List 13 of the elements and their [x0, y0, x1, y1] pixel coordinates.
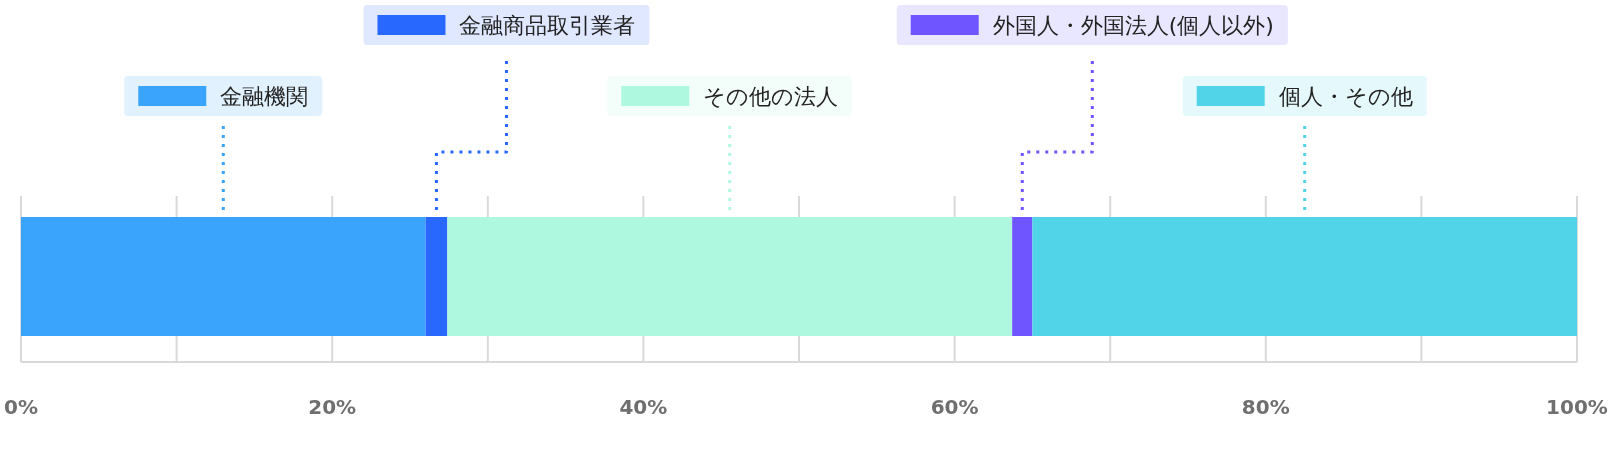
legend-label: 外国人・外国法人(個人以外) [992, 13, 1274, 38]
x-tick-label: 60% [930, 395, 979, 419]
legend-label: 金融機関 [220, 84, 309, 109]
legend-label: 金融商品取引業者 [459, 13, 636, 38]
x-tick-label: 0% [4, 395, 38, 419]
legend-item: 金融商品取引業者 [363, 5, 650, 210]
legend-item: その他の法人 [607, 76, 853, 210]
x-tick-label: 20% [308, 395, 357, 419]
legend-item: 金融機関 [124, 76, 323, 210]
legend-label: その他の法人 [703, 84, 839, 109]
x-tick-label: 80% [1241, 395, 1290, 419]
x-tick-label: 100% [1546, 395, 1608, 419]
x-tick-label: 40% [619, 395, 668, 419]
